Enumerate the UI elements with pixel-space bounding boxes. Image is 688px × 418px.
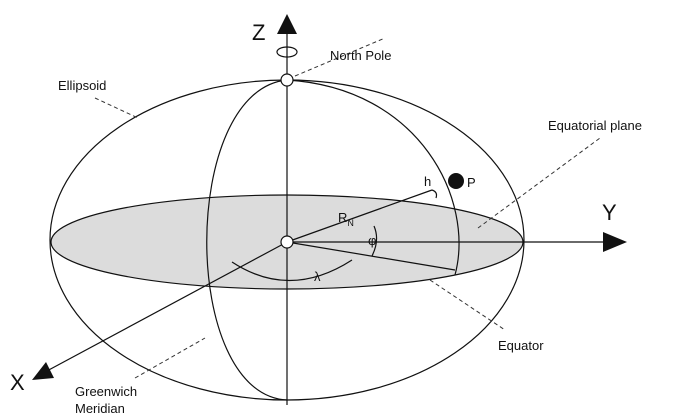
- greenwich-meridian-arc: [206, 79, 288, 401]
- phi-arc: [371, 225, 378, 257]
- meridian-label: Meridian: [75, 401, 125, 416]
- z-arrow: [277, 14, 297, 34]
- rn-sub: N: [347, 218, 354, 228]
- lambda-arc: [231, 259, 353, 282]
- leader: [294, 37, 386, 77]
- leader: [134, 337, 206, 379]
- ellipsoid-label: Ellipsoid: [58, 78, 106, 93]
- rotation-arrow: [276, 46, 298, 58]
- leader: [94, 97, 139, 119]
- greenwich-label: Greenwich: [75, 384, 137, 399]
- leader: [429, 279, 506, 331]
- radius-line: [286, 189, 433, 243]
- origin: [280, 235, 294, 249]
- lambda-label: λ: [314, 269, 321, 284]
- north-pole-marker: [280, 73, 294, 87]
- x-label: X: [10, 370, 25, 395]
- rn-main: R: [338, 210, 347, 225]
- north-pole-label: North Pole: [330, 48, 391, 63]
- equator-radius: [286, 241, 456, 271]
- equator-label: Equator: [498, 338, 544, 353]
- equatorial-plane-label: Equatorial plane: [548, 118, 642, 133]
- h-label: h: [424, 174, 431, 189]
- x-axis: [44, 241, 288, 373]
- y-arrow: [603, 232, 627, 252]
- rn-label: RN: [338, 210, 354, 228]
- y-label: Y: [602, 200, 617, 225]
- p-label: P: [467, 175, 476, 190]
- x-arrow: [32, 362, 54, 380]
- z-label: Z: [252, 20, 265, 45]
- h-arc: [431, 189, 438, 199]
- point-p: [448, 173, 464, 189]
- leader: [477, 137, 601, 229]
- meridian-through-p: [286, 79, 460, 276]
- phi-label: φ: [368, 233, 376, 248]
